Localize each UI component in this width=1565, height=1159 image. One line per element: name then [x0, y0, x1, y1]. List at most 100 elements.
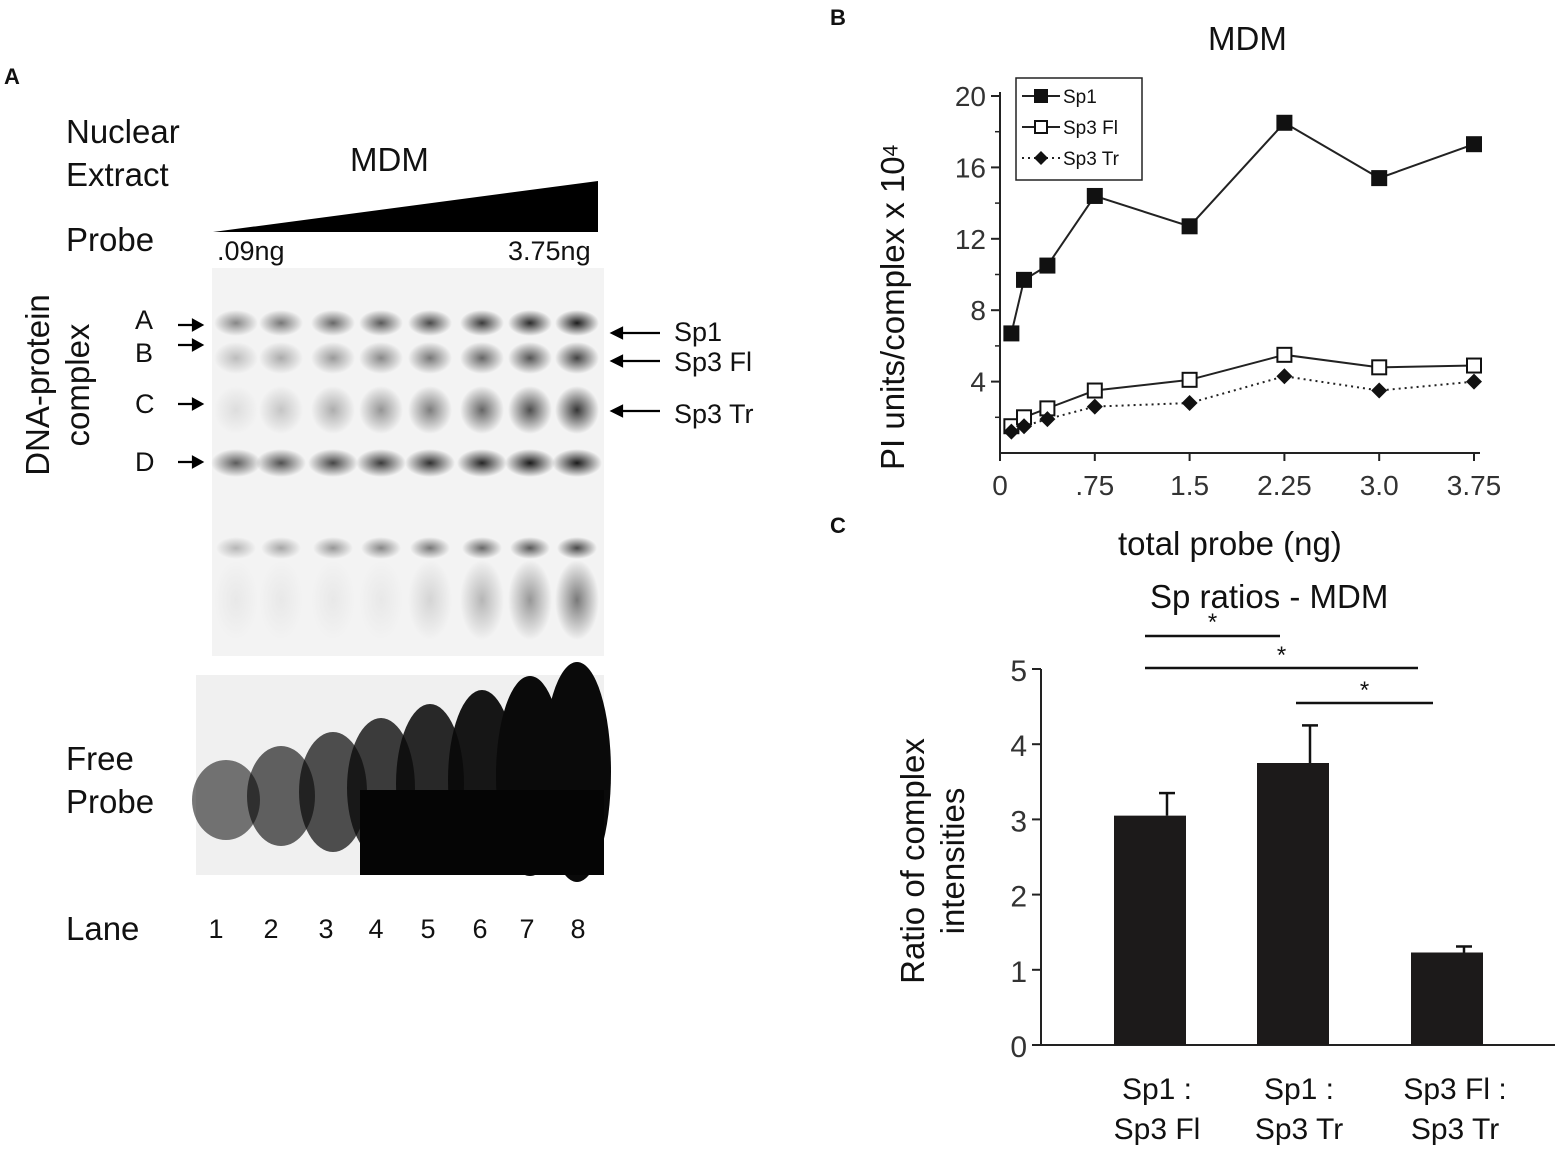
chart-b-title: MDM: [1208, 20, 1287, 57]
gel-band-sp3tr: [359, 386, 403, 434]
y-tick-label: 16: [955, 152, 986, 183]
gel-band-sp3fl: [408, 342, 452, 374]
gel-band-lower: [410, 537, 450, 559]
gel-band-sp3tr: [311, 386, 355, 434]
x-tick-label: .75: [1075, 470, 1114, 501]
bar: [1257, 763, 1329, 1045]
lane-label: Lane: [66, 910, 140, 947]
gel-band-sp3fl: [214, 342, 258, 374]
gel-band-sp1: [359, 310, 403, 336]
significance-star: *: [1277, 642, 1286, 669]
category-label-2: Sp1 : Sp3 Tr: [1254, 1073, 1344, 1146]
lane-number: 4: [368, 914, 384, 944]
gel-band-d: [308, 449, 358, 477]
gel-band-lower: [261, 537, 301, 559]
gel-band-sp3tr: [259, 386, 303, 434]
sp3tr-point: [1371, 382, 1388, 399]
sp1-point: [1276, 114, 1293, 131]
free-probe-band: [192, 760, 260, 840]
sp1-band-label: Sp1: [674, 317, 723, 347]
sp3tr-point: [1003, 423, 1020, 440]
sp3tr-point: [1086, 398, 1103, 415]
panel-c-letter: C: [830, 513, 846, 538]
chart-b-xlabel: total probe (ng): [1118, 525, 1342, 562]
sp1-point: [1016, 271, 1033, 288]
sp3fl-band-label: Sp3 Fl: [674, 347, 753, 377]
gel-band-d: [211, 449, 261, 477]
sp1-point: [1371, 170, 1388, 187]
panel-b-letter: B: [830, 5, 846, 30]
free-label: Free: [66, 740, 134, 777]
gel-band-lower: [216, 537, 256, 559]
gel-band-d: [356, 449, 406, 477]
band-a-label: A: [135, 305, 154, 335]
bar: [1114, 815, 1186, 1045]
x-tick-label: 3.75: [1447, 470, 1502, 501]
legend-marker: [1034, 120, 1048, 134]
gel-band-sp1: [460, 310, 504, 336]
x-tick-label: 0: [992, 470, 1008, 501]
y-tick-label: 4: [1010, 730, 1027, 763]
gel-band-sp3fl: [460, 342, 504, 374]
free-probe-band-layer: [192, 662, 611, 882]
y-tick-label: 2: [1010, 881, 1027, 914]
sp3tr-band-label: Sp3 Tr: [674, 399, 754, 429]
sp1-point: [1003, 325, 1020, 342]
y-tick-label: 8: [970, 295, 986, 326]
sp1-point: [1086, 187, 1103, 204]
gel-smear: [214, 560, 258, 640]
y-tick-label: 12: [955, 224, 986, 255]
gel-band-sp3tr: [508, 386, 552, 434]
gel-band-lower: [361, 537, 401, 559]
y-tick-label: 4: [970, 367, 986, 398]
gel-smear: [460, 560, 504, 640]
gel-band-sp3tr: [408, 386, 452, 434]
lane-number: 1: [208, 914, 224, 944]
lane-number: 7: [519, 914, 535, 944]
chart-c-title: Sp ratios - MDM: [1150, 578, 1389, 615]
series-line: [1010, 375, 1475, 433]
x-tick-label: 3.0: [1360, 470, 1399, 501]
sp1-point: [1181, 218, 1198, 235]
gel-smear: [508, 560, 552, 640]
lane-number: 2: [263, 914, 279, 944]
gel-smear: [555, 560, 599, 640]
lane-number: 5: [420, 914, 436, 944]
free-probe-label: Probe: [66, 783, 155, 820]
probe-high-label: 3.75ng: [508, 236, 591, 266]
sp3fl-point: [1086, 382, 1103, 399]
gel-smear: [359, 560, 403, 640]
category-label-1: Sp1 : Sp3 Fl: [1113, 1073, 1201, 1146]
gel-band-d: [505, 449, 555, 477]
gel-band-lower: [510, 537, 550, 559]
gel-band-lower: [557, 537, 597, 559]
y-tick-label: 20: [955, 81, 986, 112]
gel-band-d: [552, 449, 602, 477]
gel-band-lower: [313, 537, 353, 559]
lane-number: 3: [318, 914, 334, 944]
free-probe-band: [247, 746, 315, 846]
probe-low-label: .09ng: [217, 236, 285, 266]
gel-band-d: [457, 449, 507, 477]
gel-band-sp3fl: [359, 342, 403, 374]
gel-band-sp3tr: [460, 386, 504, 434]
gel-band-sp3fl: [259, 342, 303, 374]
gel-band-lower: [462, 537, 502, 559]
extract-label: Extract: [66, 156, 169, 193]
sp3fl-point: [1276, 346, 1293, 363]
legend-label: Sp1: [1063, 87, 1097, 108]
legend-marker: [1034, 151, 1048, 165]
gel-band-sp1: [311, 310, 355, 336]
gel-band-sp1: [555, 310, 599, 336]
gel-band-sp3fl: [311, 342, 355, 374]
band-d-label: D: [135, 447, 155, 477]
sp3tr-point: [1276, 368, 1293, 385]
sp1-point: [1466, 136, 1482, 153]
probe-label: Probe: [66, 221, 155, 258]
gel-band-layer: [211, 310, 602, 640]
sp3tr-point: [1181, 395, 1198, 412]
legend-marker: [1034, 89, 1048, 103]
gel-band-d: [256, 449, 306, 477]
